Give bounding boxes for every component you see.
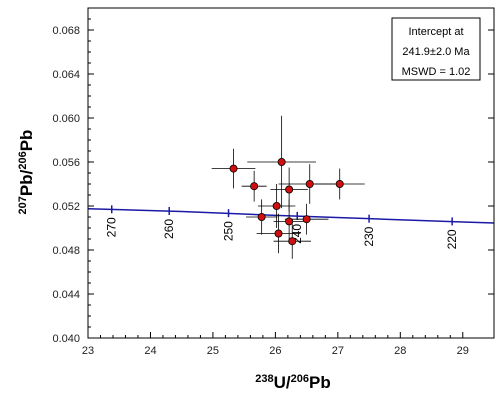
data-point [305, 179, 314, 188]
x-tick-label: 28 [394, 345, 406, 357]
age-label: 270 [105, 217, 119, 237]
data-point [229, 164, 238, 173]
age-label: 220 [445, 229, 459, 249]
x-tick-label: 27 [332, 345, 344, 357]
y-axis-title-mid: Pb/ [17, 169, 36, 196]
data-point [335, 179, 344, 188]
legend-box: Intercept at 241.9±2.0 Ma MSWD = 1.02 [391, 17, 481, 81]
data-point [272, 201, 281, 210]
legend-line-3: MSWD = 1.02 [402, 66, 471, 78]
x-axis-title-sup2: 206 [291, 373, 309, 385]
y-axis-ticks: 0.040 0.044 0.048 0.052 0.056 0.060 0.064 0.068 [52, 18, 494, 345]
y-tick-label: 0.040 [52, 333, 80, 345]
age-label: 260 [162, 219, 176, 239]
data-point [302, 215, 311, 224]
y-tick-label: 0.068 [52, 25, 80, 37]
y-tick-label: 0.044 [52, 289, 80, 301]
x-tick-label: 24 [144, 345, 156, 357]
data-point [274, 229, 283, 238]
age-label: 250 [222, 221, 236, 241]
data-point [288, 237, 297, 246]
y-axis-title-end: Pb [17, 130, 36, 152]
data-point [257, 212, 266, 221]
data-points-group [229, 157, 344, 246]
y-axis-title: 207Pb/206Pb [17, 130, 36, 215]
x-tick-label: 25 [207, 345, 219, 357]
legend-frame [391, 17, 481, 81]
legend-line-2: 241.9±2.0 Ma [402, 46, 470, 58]
data-point [285, 185, 294, 194]
data-point [250, 182, 259, 191]
x-axis-title-sup1: 238 [255, 373, 273, 385]
y-axis-title-sup2: 206 [17, 151, 29, 169]
x-axis-title-main: U/ [274, 373, 291, 392]
x-axis-title-end: Pb [309, 373, 331, 392]
data-point [285, 217, 294, 226]
y-axis-title-sup1: 207 [17, 196, 29, 214]
legend-line-1: Intercept at [408, 26, 463, 38]
y-tick-label: 0.056 [52, 157, 80, 169]
y-tick-label: 0.048 [52, 245, 80, 257]
y-tick-label: 0.052 [52, 201, 80, 213]
x-tick-label: 29 [457, 345, 469, 357]
x-tick-label: 26 [269, 345, 281, 357]
x-axis-title: 238U/206Pb [255, 373, 330, 392]
y-tick-label: 0.064 [52, 69, 80, 81]
concordia-line [87, 208, 495, 224]
y-tick-label: 0.060 [52, 113, 80, 125]
plot-frame [87, 7, 495, 339]
data-point [277, 157, 286, 166]
x-tick-label: 23 [82, 345, 94, 357]
age-label: 230 [362, 226, 376, 246]
